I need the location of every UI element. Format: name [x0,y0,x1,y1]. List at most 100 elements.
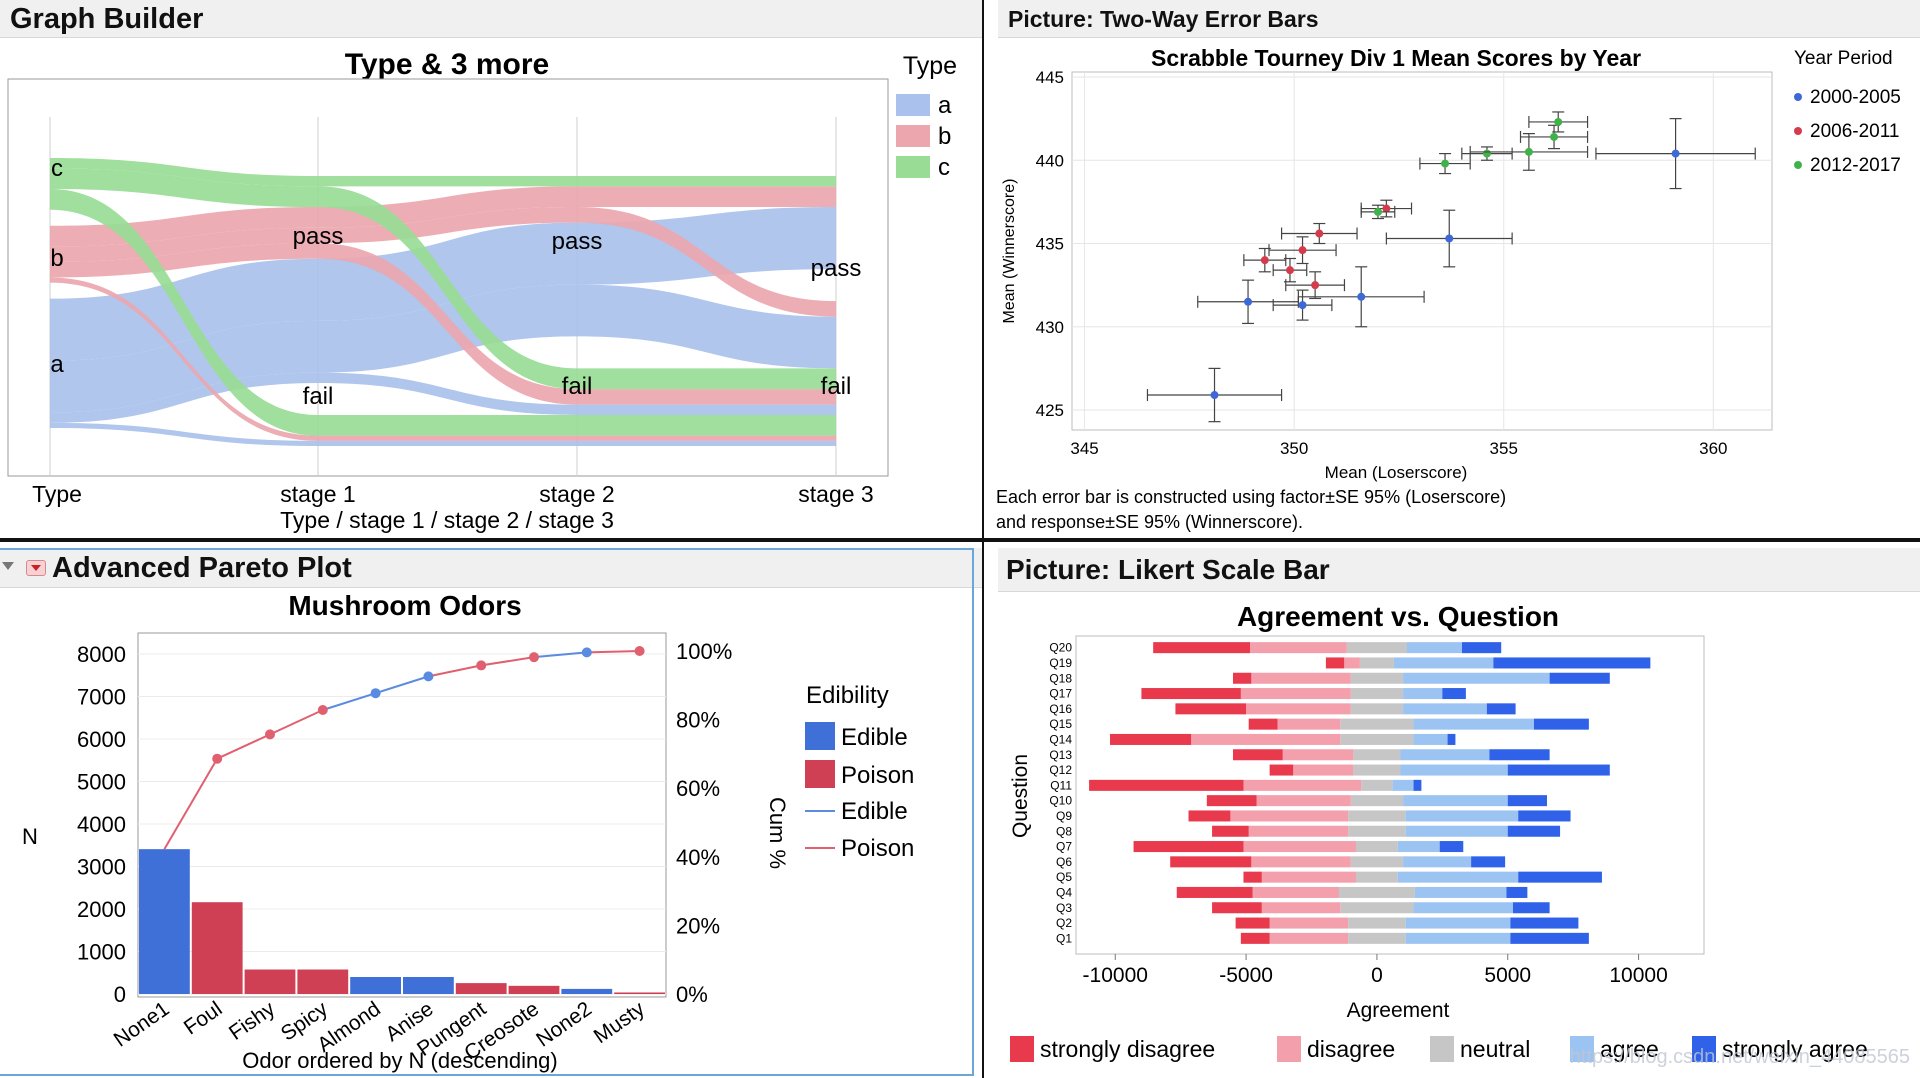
likert-seg-Q5-strongly-agree [1518,871,1602,883]
errorbar-legend: 2000-2005 2006-2011 2012-2017 [1794,87,1901,176]
likert-seg-Q2-neutral [1348,917,1406,929]
likert-seg-Q16-strongly-agree [1486,703,1516,715]
errorbar-point-2006-2011-2 [1268,236,1337,265]
likert-seg-Q10-neutral [1350,795,1404,807]
sankey-legend-swatch-b [896,125,930,147]
likert-seg-Q16-strongly-disagree [1175,703,1247,715]
graph-builder-panel: Graph Builder Type & 3 more c b a pass f… [0,0,982,536]
likert-seg-Q13-disagree [1282,749,1354,761]
likert-seg-Q3-agree [1413,902,1513,914]
pareto-header-title: Advanced Pareto Plot [52,552,352,584]
likert-svg: Agreement vs. Question Q1Q2Q3Q4Q5Q6Q7Q8Q… [1009,601,1910,1068]
pareto-legend-label-edible-bar: Edible [841,724,908,751]
errorbar-ytick-445: 445 [1036,68,1064,87]
likert-seg-Q10-strongly-agree [1507,795,1547,807]
likert-row-Q19 [1325,657,1651,669]
likert-ytick-Q17: Q17 [1049,687,1072,701]
errorbar-point-2000-2005-5 [1595,118,1756,190]
likert-seg-Q17-strongly-agree [1442,688,1466,700]
pareto-ytick-8000: 8000 [77,642,126,667]
likert-seg-Q13-neutral [1353,749,1401,761]
likert-ytick-Q2: Q2 [1056,916,1072,930]
errorbar-title: Scrabble Tourney Div 1 Mean Scores by Ye… [1151,45,1641,71]
likert-seg-Q20-neutral [1346,642,1408,654]
likert-seg-Q15-strongly-disagree [1248,718,1278,730]
likert-seg-Q13-strongly-disagree [1233,749,1283,761]
likert-seg-Q3-disagree [1261,902,1341,914]
likert-seg-Q7-disagree [1243,841,1356,853]
pareto-cum-point-Pungent [476,660,487,671]
likert-seg-Q2-disagree [1269,917,1349,929]
pareto-line-segment-1 [163,758,219,850]
likert-ytick-Q20: Q20 [1049,641,1072,655]
likert-seg-Q15-disagree [1277,718,1341,730]
likert-xtick--10000: -10000 [1083,964,1148,987]
likert-seg-Q3-strongly-agree [1512,902,1550,914]
sankey-node-stage1-fail: fail [303,383,334,410]
likert-seg-Q19-strongly-agree [1493,657,1651,669]
sankey-ribbons [50,158,836,446]
likert-row-Q18 [1233,672,1610,684]
likert-seg-Q18-disagree [1251,672,1351,684]
likert-seg-Q1-neutral [1348,932,1406,944]
pareto-bar-Spicy [297,969,349,994]
errorbar-points [1146,111,1756,423]
pareto-cum-point-Creosote [529,652,539,663]
likert-seg-Q8-disagree [1248,825,1349,837]
likert-seg-Q16-disagree [1246,703,1351,715]
pareto-legend-label-edible-line: Edible [841,798,908,825]
likert-seg-Q19-agree [1393,657,1494,669]
sankey-axis-label-stage2: stage 2 [539,481,614,507]
pareto-ytick-1000: 1000 [77,940,126,965]
likert-ytick-Q14: Q14 [1049,732,1072,746]
errorbar-legend-label-2006-2011: 2006-2011 [1810,121,1899,142]
pareto-collapse-icon[interactable] [2,562,14,570]
likert-seg-Q9-agree [1405,810,1519,822]
sankey-ribbon-b-5 [50,207,836,317]
errorbar-legend-dot-2006-2011 [1794,127,1802,135]
pareto-bar-Fishy [244,969,296,994]
likert-seg-Q6-strongly-agree [1471,856,1506,868]
likert-seg-Q19-neutral [1359,657,1394,669]
likert-header: Picture: Likert Scale Bar [998,548,1920,592]
likert-row-Q11 [1089,779,1422,791]
likert-seg-Q1-agree [1405,932,1511,944]
pareto-panel-border [0,548,974,1076]
errorbar-point-2012-2017-1 [1419,152,1471,175]
sankey-node-stage2-pass: pass [552,228,603,255]
pareto-ytick-4000: 4000 [77,812,126,837]
likert-seg-Q13-strongly-agree [1489,749,1550,761]
pareto-y2tick-0: 0% [676,982,708,1007]
likert-row-Q5 [1243,871,1602,883]
likert-row-Q16 [1175,703,1516,715]
likert-seg-Q2-agree [1405,917,1511,929]
likert-seg-Q20-strongly-agree [1461,642,1502,654]
likert-seg-Q11-neutral [1361,779,1393,791]
pareto-line-segment-3 [269,709,324,736]
likert-ytick-Q5: Q5 [1056,870,1072,884]
likert-ytick-Q19: Q19 [1049,656,1072,670]
likert-row-Q1 [1240,932,1589,944]
likert-seg-Q13-agree [1400,749,1490,761]
pareto-y2tick-40: 40% [676,845,720,870]
likert-watermark: https://blog.csdn.net/weixin_44085565 [1570,1046,1910,1068]
likert-seg-Q11-disagree [1243,779,1362,791]
likert-seg-Q19-strongly-disagree [1325,657,1345,669]
likert-seg-Q18-strongly-disagree [1233,672,1252,684]
likert-seg-Q17-agree [1403,688,1443,700]
likert-row-Q20 [1153,642,1502,654]
pareto-bars [139,849,665,994]
likert-bars [1089,642,1651,944]
likert-row-Q3 [1212,902,1550,914]
pareto-legend-label-poison-bar: Poison [841,762,914,789]
pareto-cum-point-Spicy [317,704,328,715]
errorbar-ytick-440: 440 [1036,151,1064,170]
errorbar-ytick-430: 430 [1036,318,1064,337]
pareto-title: Mushroom Odors [288,590,521,621]
errorbar-ticks: 345 350 355 360 425 430 435 440 445 [1036,68,1728,458]
pareto-menu-icon[interactable] [26,560,46,576]
pareto-line-segment-4 [322,692,376,711]
error-bars-header-title: Picture: Two-Way Error Bars [1008,6,1319,32]
pareto-legend-title: Edibility [806,682,889,709]
sankey-x-label: Type / stage 1 / stage 2 / stage 3 [280,507,614,533]
